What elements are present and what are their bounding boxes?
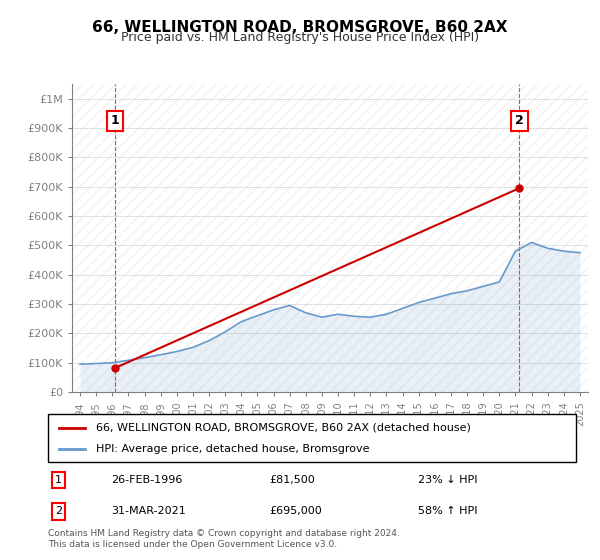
Text: 2: 2 bbox=[515, 114, 524, 128]
Text: 31-MAR-2021: 31-MAR-2021 bbox=[112, 506, 186, 516]
Text: Price paid vs. HM Land Registry's House Price Index (HPI): Price paid vs. HM Land Registry's House … bbox=[121, 31, 479, 44]
Text: 66, WELLINGTON ROAD, BROMSGROVE, B60 2AX: 66, WELLINGTON ROAD, BROMSGROVE, B60 2AX bbox=[92, 20, 508, 35]
Text: £81,500: £81,500 bbox=[270, 475, 316, 485]
Text: Contains HM Land Registry data © Crown copyright and database right 2024.
This d: Contains HM Land Registry data © Crown c… bbox=[48, 529, 400, 549]
Text: £695,000: £695,000 bbox=[270, 506, 323, 516]
Text: 1: 1 bbox=[55, 475, 62, 485]
Text: 23% ↓ HPI: 23% ↓ HPI bbox=[418, 475, 477, 485]
Text: HPI: Average price, detached house, Bromsgrove: HPI: Average price, detached house, Brom… bbox=[95, 444, 369, 454]
Text: 26-FEB-1996: 26-FEB-1996 bbox=[112, 475, 183, 485]
Text: 58% ↑ HPI: 58% ↑ HPI bbox=[418, 506, 477, 516]
Text: 1: 1 bbox=[110, 114, 119, 128]
Text: 2: 2 bbox=[55, 506, 62, 516]
Text: 66, WELLINGTON ROAD, BROMSGROVE, B60 2AX (detached house): 66, WELLINGTON ROAD, BROMSGROVE, B60 2AX… bbox=[95, 423, 470, 433]
FancyBboxPatch shape bbox=[48, 414, 576, 462]
